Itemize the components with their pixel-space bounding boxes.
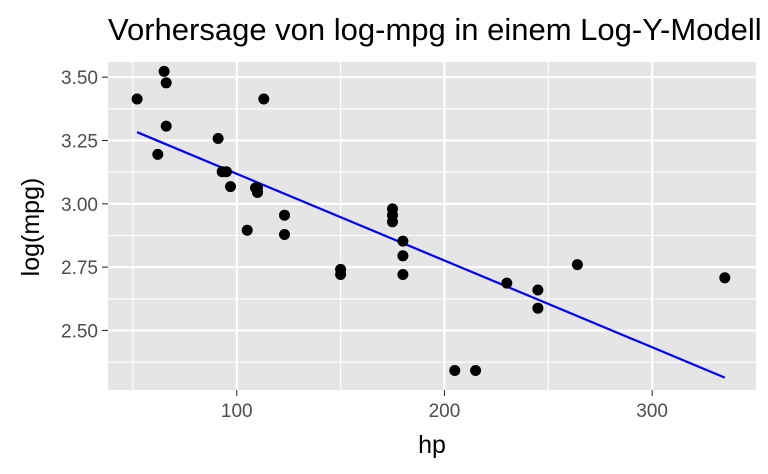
- data-point: [225, 181, 236, 193]
- y-tick-label: 3.50: [61, 68, 98, 89]
- x-tick-label: 200: [429, 401, 461, 422]
- data-point: [719, 272, 731, 284]
- data-point: [160, 120, 172, 132]
- data-point: [571, 259, 583, 271]
- y-tick-label: 3.25: [61, 132, 98, 153]
- fit-line-layer: [136, 131, 726, 379]
- data-point: [241, 224, 253, 236]
- data-point: [449, 365, 461, 376]
- data-point: [258, 93, 270, 105]
- data-point: [387, 216, 398, 228]
- data-point: [470, 365, 482, 376]
- data-point: [160, 77, 172, 89]
- data-point: [501, 277, 513, 289]
- y-tick-labels: 2.50 2.75 3.00 3.25 3.50: [61, 68, 98, 342]
- grid-minor: [108, 62, 756, 390]
- data-point: [279, 229, 290, 240]
- x-tick-label: 300: [636, 401, 668, 422]
- data-point: [158, 65, 170, 77]
- data-point: [131, 93, 143, 105]
- data-point: [532, 284, 544, 296]
- x-tick-labels: 100 200 300: [221, 401, 668, 422]
- data-point: [397, 269, 409, 280]
- data-point: [279, 209, 290, 221]
- plot-panel: [108, 62, 756, 390]
- data-point: [220, 166, 232, 178]
- x-axis-title: hp: [418, 431, 446, 459]
- axis-ticks: [102, 76, 653, 396]
- y-axis-title: log(mpg): [17, 178, 45, 277]
- data-point: [152, 148, 164, 160]
- data-point: [212, 133, 224, 144]
- y-tick-label: 3.00: [61, 195, 98, 216]
- data-points: [131, 65, 731, 376]
- data-point: [397, 235, 409, 247]
- data-point: [397, 250, 409, 262]
- data-point: [532, 302, 544, 314]
- data-point: [335, 263, 347, 275]
- grid-major: [108, 62, 756, 390]
- regression-line: [136, 131, 726, 379]
- x-tick-label: 100: [221, 401, 253, 422]
- y-tick-label: 2.50: [61, 321, 98, 342]
- data-point: [252, 182, 263, 194]
- y-tick-label: 2.75: [61, 258, 98, 279]
- chart-title: Vorhersage von log-mpg in einem Log-Y-Mo…: [108, 12, 762, 47]
